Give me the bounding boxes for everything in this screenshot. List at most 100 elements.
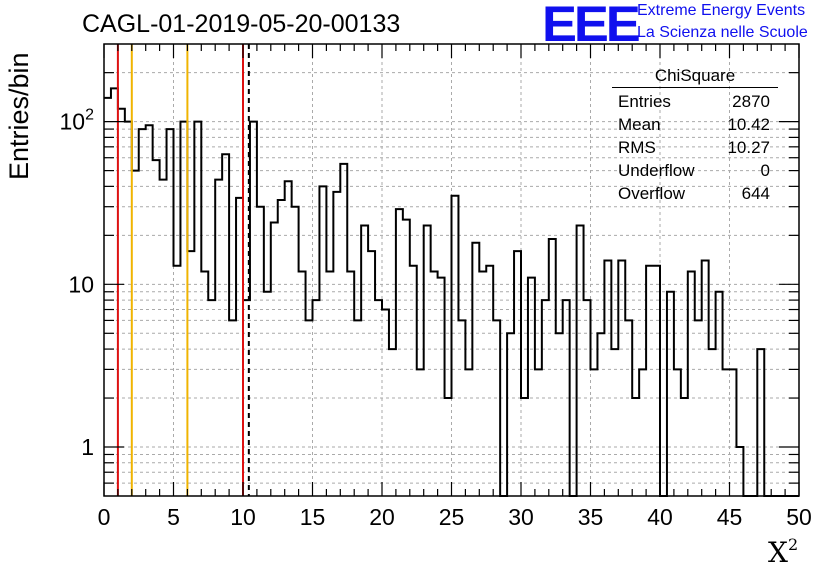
stats-row-rms: RMS 10.27 bbox=[612, 136, 778, 159]
stats-row-mean: Mean 10.42 bbox=[612, 113, 778, 136]
stats-value: 644 bbox=[741, 184, 770, 203]
histogram-bar bbox=[229, 320, 236, 496]
x-tick-label: 30 bbox=[508, 504, 534, 530]
histogram-bar bbox=[278, 200, 285, 496]
histogram-bar bbox=[723, 369, 730, 496]
axis-ticks bbox=[103, 44, 800, 496]
stats-label: Overflow bbox=[618, 184, 686, 203]
stats-row-underflow: Underflow 0 bbox=[612, 159, 778, 182]
reference-lines bbox=[116, 44, 250, 496]
logo-caption-line1: Extreme Energy Events bbox=[637, 2, 806, 19]
histogram-bar bbox=[452, 196, 459, 496]
stats-title: ChiSquare bbox=[612, 66, 778, 88]
x-tick-labels: 0 5 10 15 20 25 30 35 40 45 50 bbox=[98, 504, 812, 530]
histogram-bar bbox=[709, 349, 716, 496]
histogram-bar bbox=[577, 225, 584, 496]
x-tick-label: 15 bbox=[300, 504, 326, 530]
histogram-bar bbox=[222, 154, 229, 496]
x-tick-label: 50 bbox=[786, 504, 812, 530]
histogram-bar bbox=[319, 186, 326, 496]
histogram-bar bbox=[139, 129, 146, 496]
histogram-bar bbox=[236, 198, 243, 496]
histogram-bar bbox=[507, 333, 514, 496]
histogram-bar bbox=[458, 320, 465, 496]
histogram-bar bbox=[368, 251, 375, 496]
x-tick-label: 5 bbox=[167, 504, 180, 530]
histogram-bar bbox=[702, 261, 709, 496]
histogram-bar bbox=[493, 320, 500, 496]
histogram-bar bbox=[306, 320, 313, 496]
histogram-bar bbox=[194, 122, 201, 496]
histogram-bar bbox=[215, 180, 222, 496]
histogram-bar bbox=[535, 369, 542, 496]
histogram-bar bbox=[361, 225, 368, 496]
histogram-bar bbox=[333, 192, 340, 496]
histogram-bar bbox=[354, 320, 361, 496]
y-tick-label: 102 bbox=[60, 107, 95, 135]
histogram-bar bbox=[285, 181, 292, 496]
histogram-bar bbox=[667, 292, 674, 496]
histogram-bar bbox=[716, 292, 723, 496]
stats-row-overflow: Overflow 644 bbox=[612, 182, 778, 205]
histogram-bar bbox=[160, 180, 167, 496]
histogram-bar bbox=[611, 349, 618, 496]
histogram-bar bbox=[591, 369, 598, 496]
x-axis-label-base: X bbox=[768, 536, 788, 569]
stats-label: Mean bbox=[618, 115, 661, 134]
histogram-bar bbox=[187, 251, 194, 496]
stats-row-entries: Entries 2870 bbox=[612, 90, 778, 113]
stats-label: RMS bbox=[618, 138, 656, 157]
stats-box: ChiSquare Entries 2870 Mean 10.42 RMS 10.27… bbox=[612, 66, 778, 205]
x-tick-label: 0 bbox=[98, 504, 111, 530]
histogram-bar bbox=[153, 160, 160, 496]
histogram-bar bbox=[695, 320, 702, 496]
y-tick-label: 1 bbox=[81, 434, 94, 460]
histogram-bar bbox=[417, 369, 424, 496]
histogram-bar bbox=[167, 129, 174, 496]
histogram-bar bbox=[424, 225, 431, 496]
x-tick-label: 25 bbox=[439, 504, 465, 530]
x-tick-label: 10 bbox=[230, 504, 256, 530]
histogram-bar bbox=[118, 109, 125, 496]
histogram-bar bbox=[340, 164, 347, 496]
histogram-bar bbox=[389, 349, 396, 496]
x-tick-label: 45 bbox=[717, 504, 743, 530]
stats-label: Entries bbox=[618, 92, 671, 111]
eee-logo: EEE bbox=[542, 0, 641, 52]
histogram-bar bbox=[757, 349, 764, 496]
stats-value: 10.42 bbox=[727, 115, 770, 134]
x-axis-label-exponent: 2 bbox=[787, 534, 799, 554]
histogram-bar bbox=[125, 122, 132, 496]
logo-caption-line2: La Scienza nelle Scuole bbox=[637, 24, 808, 41]
chart-title: CAGL-01-2019-05-20-00133 bbox=[82, 10, 401, 38]
histogram-bar bbox=[250, 122, 257, 496]
y-axis-label: Entries/bin bbox=[4, 52, 34, 180]
histogram-bar bbox=[618, 261, 625, 496]
histogram-bar bbox=[396, 209, 403, 496]
x-tick-label: 35 bbox=[578, 504, 604, 530]
stats-value: 0 bbox=[760, 161, 770, 180]
stats-value: 2870 bbox=[732, 92, 770, 111]
histogram-bar bbox=[549, 239, 556, 496]
histogram-bar bbox=[556, 333, 563, 496]
y-tick-label: 10 bbox=[68, 271, 94, 297]
x-tick-label: 20 bbox=[369, 504, 395, 530]
grid-lines bbox=[104, 44, 799, 496]
histogram-bar bbox=[639, 369, 646, 496]
y-tick-labels: 1 10 102 bbox=[60, 107, 95, 460]
x-axis-label: X2 bbox=[768, 534, 799, 569]
stats-label: Underflow bbox=[618, 161, 695, 180]
histogram-bar bbox=[264, 292, 271, 496]
histogram-bar bbox=[382, 310, 389, 496]
stats-value: 10.27 bbox=[727, 138, 770, 157]
histogram-bar bbox=[597, 333, 604, 496]
histogram-bar bbox=[465, 369, 472, 496]
histogram-bar bbox=[514, 251, 521, 496]
histogram-bar bbox=[271, 222, 278, 496]
x-tick-label: 40 bbox=[647, 504, 673, 530]
histogram-bar bbox=[625, 320, 632, 496]
histogram-bar bbox=[730, 369, 737, 496]
histogram-bar bbox=[674, 369, 681, 496]
histogram-bar bbox=[292, 207, 299, 496]
